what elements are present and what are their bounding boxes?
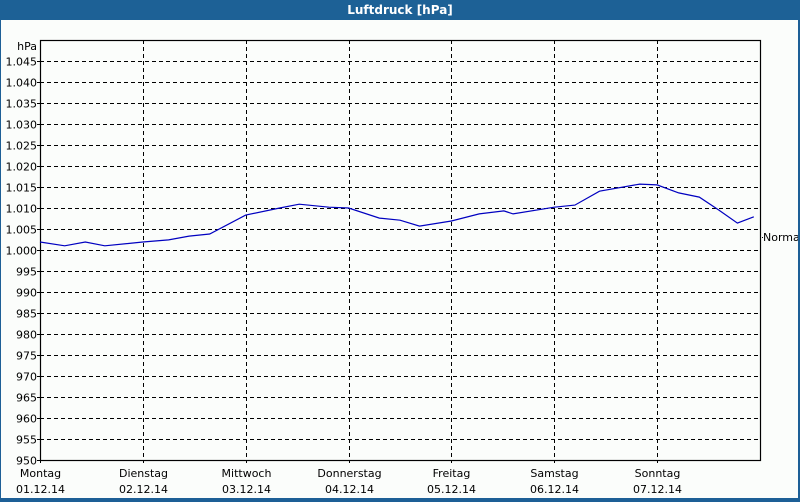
y-tick-label: 1.010 [6, 203, 38, 216]
y-tick-label: 995 [16, 266, 37, 279]
x-tick-day: Sonntag [635, 467, 681, 480]
y-tick-label: 970 [16, 371, 37, 384]
y-tick-label: 980 [16, 329, 37, 342]
y-tick-label: 1.015 [6, 182, 38, 195]
y-tick-label: 965 [16, 392, 37, 405]
pressure-line [39, 183, 755, 247]
y-tick-label: 990 [16, 287, 37, 300]
y-tick-label: 955 [16, 434, 37, 447]
y-tick-label: 1.030 [6, 119, 38, 132]
y-tick-label: 985 [16, 308, 37, 321]
x-tick-day: Freitag [433, 467, 471, 480]
y-tick-label: 950 [16, 455, 37, 468]
x-tick-date: 02.12.14 [119, 483, 168, 496]
y-tick-label: 1.040 [6, 77, 38, 90]
x-tick-date: 05.12.14 [427, 483, 476, 496]
y-tick-label: 1.005 [6, 224, 38, 237]
y-axis-unit: hPa [17, 40, 37, 53]
y-tick-label: 960 [16, 413, 37, 426]
plot-frame [39, 39, 762, 462]
x-tick-date: 04.12.14 [325, 483, 374, 496]
x-tick-day: Mittwoch [222, 467, 272, 480]
x-tick-date: 07.12.14 [633, 483, 682, 496]
x-tick-date: 03.12.14 [222, 483, 271, 496]
y-tick-label: 1.025 [6, 140, 38, 153]
x-tick-day: Donnerstag [317, 467, 381, 480]
x-tick-day: Dienstag [119, 467, 168, 480]
x-tick-date: 06.12.14 [530, 483, 579, 496]
y-tick-label: 1.045 [6, 56, 38, 69]
reference-label: Normal [763, 231, 798, 244]
x-tick-day: Montag [20, 467, 61, 480]
chart-area: 1.045 1.040 1.035 1.030 1.025 1.020 1.015 1.010… [1, 20, 800, 498]
y-tick-label: 1.000 [6, 245, 38, 258]
x-tick-date: 01.12.14 [16, 483, 65, 496]
x-tick-day: Samstag [530, 467, 578, 480]
y-tick-label: 975 [16, 350, 37, 363]
window-title: Luftdruck [hPa] [0, 0, 800, 20]
y-tick-label: 1.035 [6, 98, 38, 111]
pressure-chart: 1.045 1.040 1.035 1.030 1.025 1.020 1.015 1.010… [6, 39, 800, 496]
y-tick-label: 1.020 [6, 161, 38, 174]
